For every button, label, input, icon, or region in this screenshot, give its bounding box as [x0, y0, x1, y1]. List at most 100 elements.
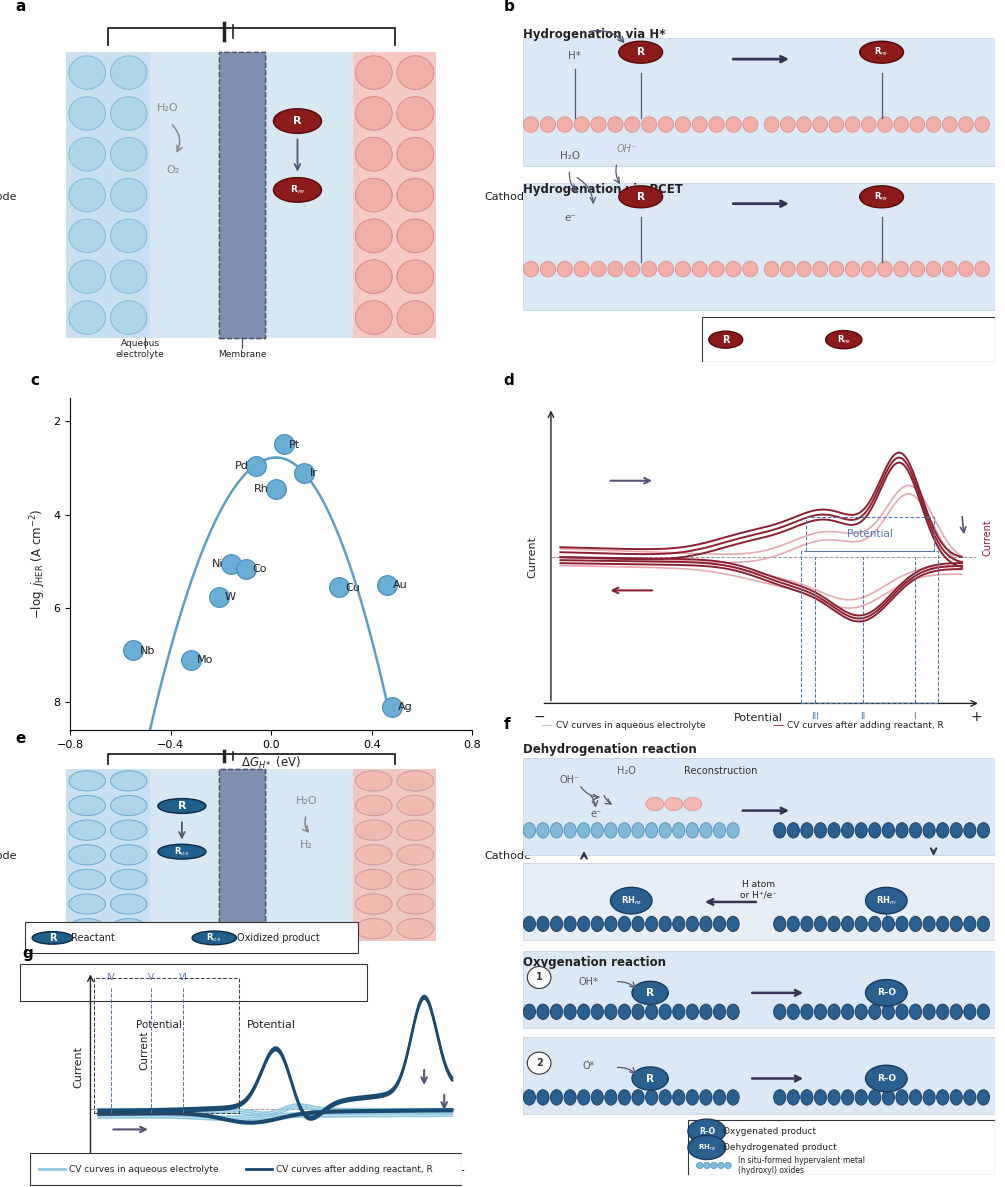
Text: Dehydrogenated product: Dehydrogenated product — [724, 1143, 837, 1151]
Ellipse shape — [659, 1004, 671, 1020]
Bar — [523, 863, 995, 940]
Ellipse shape — [356, 178, 392, 211]
Bar — [801, 551, 939, 704]
Ellipse shape — [910, 1090, 922, 1105]
Ellipse shape — [895, 1090, 909, 1105]
Ellipse shape — [632, 982, 668, 1004]
Ellipse shape — [619, 42, 662, 63]
Text: Anode: Anode — [0, 192, 18, 202]
Ellipse shape — [675, 116, 690, 132]
Ellipse shape — [111, 56, 147, 89]
Text: Pd: Pd — [235, 461, 249, 471]
Ellipse shape — [397, 260, 434, 293]
Point — [384, 697, 400, 716]
Ellipse shape — [591, 1004, 603, 1020]
Ellipse shape — [672, 823, 684, 838]
Text: CV curves after adding reactant, R: CV curves after adding reactant, R — [787, 721, 944, 730]
Text: R: R — [48, 933, 56, 942]
Bar — [66, 52, 150, 338]
Ellipse shape — [524, 261, 539, 277]
Ellipse shape — [699, 1090, 712, 1105]
Text: CV curves after adding reactant, R: CV curves after adding reactant, R — [276, 1164, 433, 1174]
Ellipse shape — [557, 261, 573, 277]
Ellipse shape — [68, 260, 106, 293]
Ellipse shape — [397, 260, 434, 293]
Ellipse shape — [524, 1004, 536, 1020]
Ellipse shape — [943, 116, 957, 132]
Ellipse shape — [787, 1090, 799, 1105]
Text: Current: Current — [73, 1046, 83, 1088]
Text: 1: 1 — [536, 972, 543, 983]
Ellipse shape — [726, 116, 741, 132]
Text: e⁻: e⁻ — [564, 212, 576, 223]
Bar — [20, 964, 367, 1002]
Ellipse shape — [111, 919, 147, 939]
Ellipse shape — [397, 138, 434, 171]
Ellipse shape — [618, 916, 630, 932]
Ellipse shape — [841, 823, 853, 838]
Ellipse shape — [541, 261, 556, 277]
Text: R: R — [646, 1073, 654, 1084]
Ellipse shape — [111, 795, 147, 815]
Ellipse shape — [964, 1004, 976, 1020]
Ellipse shape — [356, 138, 392, 171]
Bar — [66, 52, 436, 338]
Ellipse shape — [964, 823, 976, 838]
Bar — [523, 183, 995, 311]
Ellipse shape — [672, 1090, 684, 1105]
Text: O₂: O₂ — [166, 165, 179, 174]
Ellipse shape — [397, 820, 434, 840]
Point — [268, 480, 284, 499]
Ellipse shape — [537, 1090, 549, 1105]
Ellipse shape — [578, 1004, 590, 1020]
Text: Potential: Potential — [247, 1020, 295, 1029]
Ellipse shape — [111, 894, 147, 914]
Ellipse shape — [111, 820, 147, 840]
Ellipse shape — [537, 823, 549, 838]
Ellipse shape — [882, 823, 894, 838]
Ellipse shape — [686, 1004, 698, 1020]
Text: Cathode: Cathode — [484, 192, 532, 202]
Ellipse shape — [356, 845, 392, 865]
Ellipse shape — [781, 116, 795, 132]
Text: III: III — [811, 712, 819, 721]
Ellipse shape — [618, 1004, 630, 1020]
Circle shape — [696, 1162, 703, 1168]
Ellipse shape — [111, 138, 147, 171]
Text: Dehydrogenation reaction: Dehydrogenation reaction — [523, 743, 696, 756]
Ellipse shape — [829, 116, 843, 132]
Ellipse shape — [578, 916, 590, 932]
Ellipse shape — [645, 1004, 657, 1020]
Ellipse shape — [859, 42, 903, 63]
Text: Ni: Ni — [212, 559, 223, 569]
Ellipse shape — [68, 56, 106, 89]
Ellipse shape — [68, 300, 106, 335]
Ellipse shape — [632, 1090, 644, 1105]
Ellipse shape — [882, 1090, 894, 1105]
Ellipse shape — [688, 1136, 726, 1160]
Bar — [806, 518, 934, 551]
Ellipse shape — [927, 116, 941, 132]
Text: R$_{ox}$: R$_{ox}$ — [174, 845, 190, 858]
Ellipse shape — [882, 1004, 894, 1020]
Text: Hydrogenation via PCET: Hydrogenation via PCET — [523, 183, 682, 196]
Text: H₂: H₂ — [300, 839, 314, 850]
Text: Co: Co — [252, 564, 267, 573]
Bar — [94, 978, 239, 1113]
Ellipse shape — [111, 178, 147, 211]
Circle shape — [711, 1162, 718, 1168]
Ellipse shape — [923, 823, 936, 838]
Bar — [66, 769, 150, 941]
Ellipse shape — [551, 1090, 563, 1105]
Ellipse shape — [356, 894, 392, 914]
Ellipse shape — [727, 1090, 740, 1105]
Ellipse shape — [111, 869, 147, 889]
Ellipse shape — [397, 869, 434, 889]
Ellipse shape — [787, 823, 799, 838]
Ellipse shape — [524, 916, 536, 932]
Text: Potential: Potential — [735, 713, 783, 723]
Point — [183, 650, 199, 669]
Text: R$_{re}$: R$_{re}$ — [874, 46, 888, 58]
Ellipse shape — [618, 823, 630, 838]
Text: RH$_{m}$: RH$_{m}$ — [876, 894, 896, 907]
